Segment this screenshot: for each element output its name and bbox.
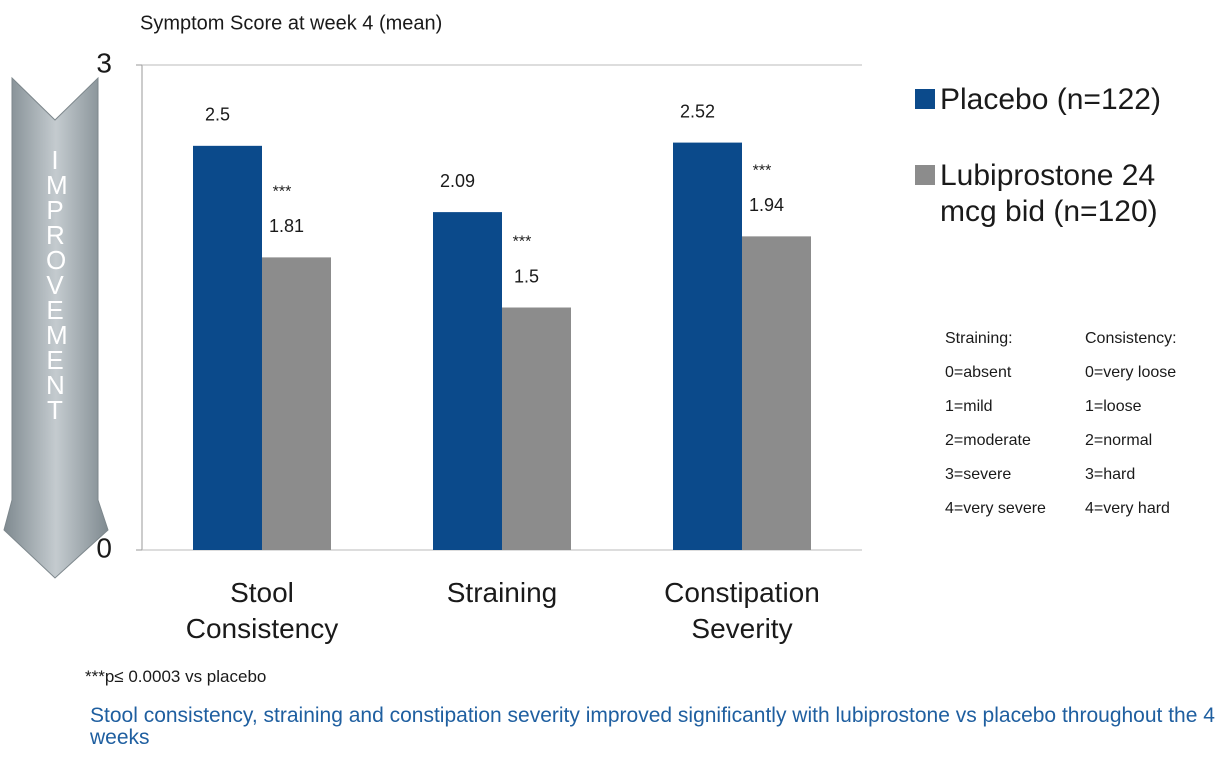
- value-label: 1.94: [749, 195, 784, 215]
- key-item: 3=hard: [1085, 466, 1136, 483]
- significance-label: ***: [513, 234, 532, 251]
- bar: [673, 142, 742, 550]
- legend-label: Lubiprostone 24 mcg bid (n=120): [940, 159, 1158, 228]
- legend-swatch: [915, 165, 935, 185]
- chart-title: Symptom Score at week 4 (mean): [140, 12, 442, 34]
- improvement-arrow: [3, 76, 109, 579]
- value-label: 2.5: [205, 105, 230, 125]
- x-tick-label: Straining: [446, 577, 558, 608]
- y-tick-label: 3: [96, 47, 112, 78]
- x-tick-label: Constipation Severity: [664, 577, 820, 644]
- key-item: 4=very hard: [1085, 500, 1170, 517]
- key-item: 4=very severe: [945, 500, 1046, 517]
- bar: [502, 307, 571, 550]
- y-tick-label: 0: [96, 532, 112, 563]
- significance-label: ***: [273, 184, 292, 201]
- footnote: ***p≤ 0.0003 vs placebo: [85, 667, 267, 686]
- arrow-label: IMPROVEMENT: [46, 145, 68, 425]
- value-label: 1.81: [269, 216, 304, 236]
- x-tick-label: Stool Consistency: [185, 577, 339, 644]
- legend-swatch: [915, 89, 935, 109]
- key-item: 2=normal: [1085, 432, 1153, 449]
- bar: [193, 145, 262, 551]
- significance-label: ***: [753, 163, 772, 180]
- key-item: 0=absent: [945, 364, 1012, 381]
- bar: [433, 212, 502, 550]
- key-heading: Consistency:: [1085, 330, 1177, 347]
- value-label: 1.5: [514, 266, 539, 286]
- key-item: 1=loose: [1085, 398, 1142, 415]
- value-label: 2.52: [680, 101, 715, 121]
- key-heading: Straining:: [945, 330, 1013, 347]
- key-item: 0=very loose: [1085, 364, 1177, 381]
- value-label: 2.09: [440, 171, 475, 191]
- key-item: 3=severe: [945, 466, 1012, 483]
- bar: [742, 236, 811, 550]
- caption: Stool consistency, straining and constip…: [90, 704, 1215, 749]
- legend-label: Placebo (n=122): [940, 83, 1161, 116]
- bar: [262, 257, 331, 550]
- key-item: 1=mild: [945, 398, 993, 415]
- key-item: 2=moderate: [945, 432, 1031, 449]
